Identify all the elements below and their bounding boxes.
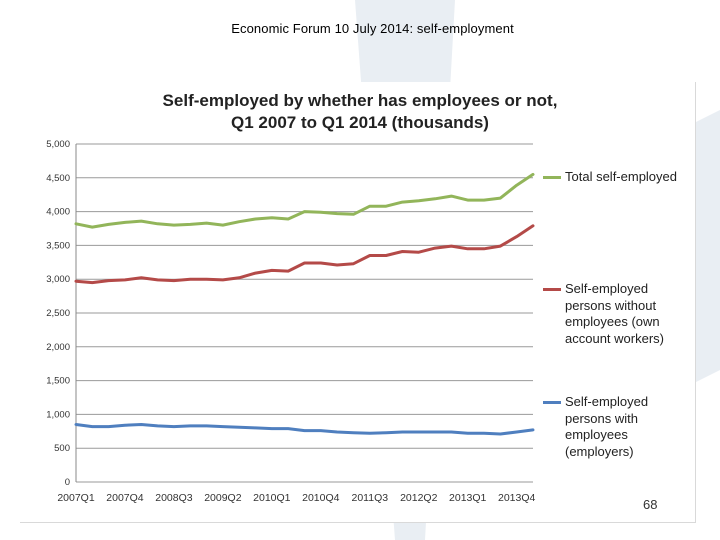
y-tick-label: 1,500 — [46, 376, 70, 387]
chart-title-line-2: Q1 2007 to Q1 2014 (thousands) — [231, 113, 489, 132]
legend-label-total: Total self-employed — [565, 169, 677, 184]
x-tick-label: 2007Q4 — [106, 492, 144, 504]
x-tick-label: 2009Q2 — [204, 492, 242, 504]
x-tick-label: 2007Q1 — [57, 492, 95, 504]
slide-header: Economic Forum 10 July 2014: self-employ… — [231, 21, 514, 36]
series-line-1 — [74, 224, 535, 285]
legend-swatch-without-employees — [543, 288, 561, 291]
y-tick-label: 2,000 — [46, 342, 70, 353]
y-tick-label: 4,000 — [46, 207, 70, 218]
line-chart: 0 500 1,000 1,500 2,000 2,500 3,000 3,500 4,000 4… — [46, 139, 536, 504]
legend-item-without-employees: Self-employed persons without employees … — [543, 281, 687, 347]
legend-swatch-with-employees — [543, 401, 561, 404]
x-tick-label: 2013Q4 — [498, 492, 536, 504]
legend-label-with-employees: Self-employed persons with employees (em… — [565, 394, 649, 459]
series-line-2 — [74, 423, 535, 436]
x-tick-label: 2010Q4 — [302, 492, 340, 504]
y-tick-label: 2,500 — [46, 308, 70, 319]
legend-label-without-employees: Self-employed persons without employees … — [565, 281, 664, 346]
y-tick-label: 3,500 — [46, 240, 70, 251]
chart-title: Self-employed by whether has employees o… — [130, 90, 590, 134]
y-tick-label: 1,000 — [46, 409, 70, 420]
y-tick-label: 0 — [65, 477, 70, 488]
x-tick-label: 2008Q3 — [155, 492, 193, 504]
legend-item-total: Total self-employed — [543, 169, 687, 186]
page-number: 68 — [643, 497, 658, 512]
x-tick-label: 2012Q2 — [400, 492, 438, 504]
y-tick-label: 3,000 — [46, 274, 70, 285]
series-line-0 — [74, 172, 535, 229]
y-tick-label: 4,500 — [46, 173, 70, 184]
x-tick-label: 2011Q3 — [351, 492, 388, 504]
chart-area: 0 500 1,000 1,500 2,000 2,500 3,000 3,500 4,000 4… — [20, 82, 696, 523]
x-tick-label: 2010Q1 — [253, 492, 291, 504]
legend-swatch-total — [543, 176, 561, 179]
chart-title-line-1: Self-employed by whether has employees o… — [162, 91, 558, 110]
x-tick-label: 2013Q1 — [449, 492, 487, 504]
y-tick-label: 5,000 — [46, 139, 70, 150]
legend-item-with-employees: Self-employed persons with employees (em… — [543, 394, 687, 460]
y-tick-label: 500 — [54, 443, 70, 454]
